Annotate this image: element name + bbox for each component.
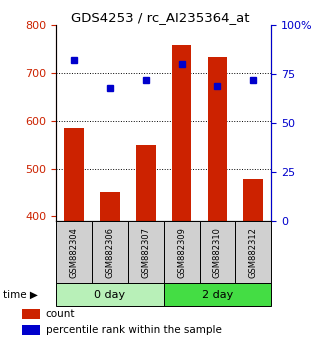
Bar xyxy=(22,309,40,319)
Text: GSM882306: GSM882306 xyxy=(105,227,115,278)
Text: 2 day: 2 day xyxy=(202,290,233,300)
Text: GSM882307: GSM882307 xyxy=(141,227,150,278)
FancyBboxPatch shape xyxy=(200,221,235,283)
Text: percentile rank within the sample: percentile rank within the sample xyxy=(46,325,221,335)
FancyBboxPatch shape xyxy=(92,221,128,283)
Text: GDS4253 / rc_AI235364_at: GDS4253 / rc_AI235364_at xyxy=(71,11,250,24)
Text: count: count xyxy=(46,309,75,319)
Bar xyxy=(64,128,84,221)
FancyBboxPatch shape xyxy=(164,283,271,306)
Text: GSM882310: GSM882310 xyxy=(213,227,222,278)
Text: time ▶: time ▶ xyxy=(3,290,38,300)
FancyBboxPatch shape xyxy=(56,283,164,306)
Bar xyxy=(136,144,156,221)
Text: GSM882309: GSM882309 xyxy=(177,227,186,278)
Text: 0 day: 0 day xyxy=(94,290,126,300)
FancyBboxPatch shape xyxy=(235,221,271,283)
Bar xyxy=(243,179,263,221)
Bar xyxy=(208,57,227,221)
Text: GSM882312: GSM882312 xyxy=(249,227,258,278)
FancyBboxPatch shape xyxy=(56,221,92,283)
Bar xyxy=(100,193,120,221)
FancyBboxPatch shape xyxy=(164,221,200,283)
Bar xyxy=(172,45,192,221)
FancyBboxPatch shape xyxy=(128,221,164,283)
Text: GSM882304: GSM882304 xyxy=(70,227,79,278)
Bar xyxy=(22,325,40,335)
